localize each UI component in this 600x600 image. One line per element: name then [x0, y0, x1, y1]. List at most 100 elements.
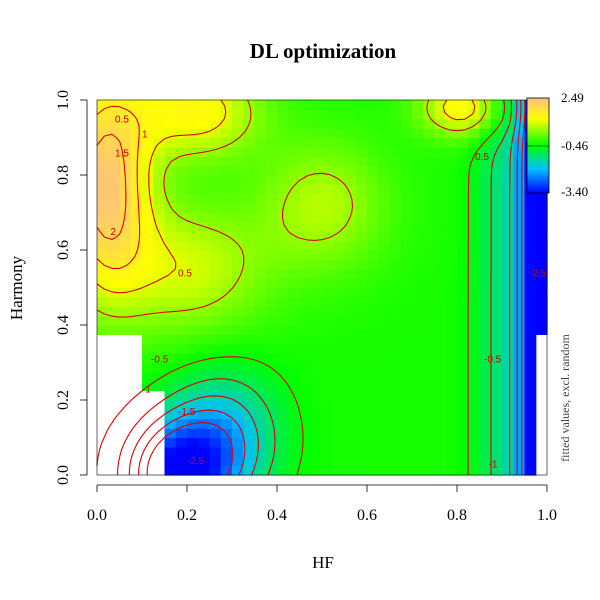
heatmap-cell [254, 446, 267, 457]
heatmap-cell [513, 203, 526, 214]
heatmap-cell [220, 137, 233, 148]
heatmap-cell [310, 381, 323, 392]
heatmap-cell [254, 146, 267, 157]
heatmap-cell [108, 128, 121, 139]
heatmap-cell [400, 203, 413, 214]
heatmap-cell [310, 221, 323, 232]
heatmap-cell [502, 409, 514, 420]
heatmap-cell [513, 278, 526, 289]
heatmap-cell [513, 381, 526, 392]
heatmap-cell [423, 221, 436, 232]
heatmap-cell [355, 203, 368, 214]
heatmap-cell [187, 465, 199, 476]
heatmap-cell [479, 118, 492, 129]
heatmap-cell [423, 146, 436, 157]
heatmap-cell [198, 371, 211, 382]
heatmap-cell [412, 100, 424, 110]
heatmap-cell [265, 400, 278, 410]
heatmap-cell [468, 118, 481, 129]
heatmap-cell [322, 221, 334, 232]
heatmap-cell [322, 306, 334, 317]
heatmap-cell [175, 250, 188, 260]
heatmap-cell [524, 353, 537, 364]
heatmap-cell [344, 371, 357, 382]
heatmap-cell [468, 175, 481, 185]
heatmap-cell [457, 109, 469, 120]
heatmap-cell [434, 400, 447, 410]
heatmap-cell [108, 118, 121, 129]
heatmap-cell [142, 128, 154, 139]
heatmap-cell [220, 334, 233, 345]
heatmap-cell [344, 287, 357, 298]
heatmap-cell [198, 100, 211, 110]
heatmap-cell [130, 306, 143, 317]
heatmap-cell [164, 128, 177, 139]
heatmap-cell [310, 418, 323, 429]
heatmap-cell [187, 390, 199, 401]
heatmap-cell [445, 343, 458, 354]
x-tick-label: 0.4 [267, 507, 287, 524]
heatmap-cell [175, 100, 188, 110]
heatmap-cell [333, 296, 346, 307]
heatmap-cell [175, 231, 188, 242]
heatmap-cell [524, 381, 537, 392]
heatmap-cell [490, 456, 503, 467]
heatmap-cell [490, 193, 503, 204]
heatmap-cell [322, 390, 334, 401]
heatmap-cell [187, 343, 199, 354]
heatmap-cell [265, 306, 278, 317]
heatmap-cell [344, 362, 357, 373]
heatmap-cell [299, 100, 312, 110]
color-legend: 2.49 -0.46 -3.40 fitted values, excl. ra… [526, 90, 589, 462]
heatmap-cell [198, 390, 211, 401]
heatmap-cell [445, 315, 458, 326]
heatmap-cell [423, 446, 436, 457]
heatmap-cell [243, 418, 256, 429]
contour-line [146, 99, 526, 476]
heatmap-cell [209, 240, 222, 251]
heatmap-cell [389, 362, 402, 373]
heatmap-cell [513, 465, 526, 476]
heatmap-cell [457, 165, 469, 176]
heatmap-cell [412, 165, 424, 176]
heatmap-cell [445, 146, 458, 157]
heatmap-cell [333, 334, 346, 345]
heatmap-cell [198, 231, 211, 242]
heatmap-cell [265, 390, 278, 401]
heatmap-cell [513, 296, 526, 307]
heatmap-cell [468, 193, 481, 204]
heatmap-cell [513, 146, 526, 157]
contour-label: -1 [489, 460, 498, 471]
heatmap-cell [265, 109, 278, 120]
heatmap-cell [434, 231, 447, 242]
heatmap-cell [265, 128, 278, 139]
heatmap-cell [400, 278, 413, 289]
heatmap-cell [97, 146, 109, 157]
heatmap-cell [389, 353, 402, 364]
heatmap-cell [389, 409, 402, 420]
heatmap-cell [198, 418, 211, 429]
heatmap-cell [97, 184, 109, 195]
y-tick-label: 0.2 [55, 390, 72, 410]
heatmap-cell [254, 137, 267, 148]
heatmap-cell [142, 325, 154, 335]
heatmap-cell [153, 193, 166, 204]
heatmap-cell [333, 118, 346, 129]
heatmap-cell [265, 118, 278, 129]
heatmap-cell [344, 296, 357, 307]
heatmap-cell [232, 437, 244, 448]
heatmap-cell [367, 109, 379, 120]
heatmap-cell [198, 109, 211, 120]
heatmap-cell [513, 193, 526, 204]
heatmap-cell [220, 446, 233, 457]
heatmap-cell [209, 109, 222, 120]
heatmap-cell [310, 250, 323, 260]
heatmap-cell [187, 137, 199, 148]
heatmap-cell [209, 362, 222, 373]
heatmap-cell [130, 250, 143, 260]
heatmap-cell [457, 221, 469, 232]
heatmap-cell [220, 165, 233, 176]
heatmap-cell [119, 128, 132, 139]
heatmap-cell [288, 250, 301, 260]
heatmap-cell [254, 184, 267, 195]
